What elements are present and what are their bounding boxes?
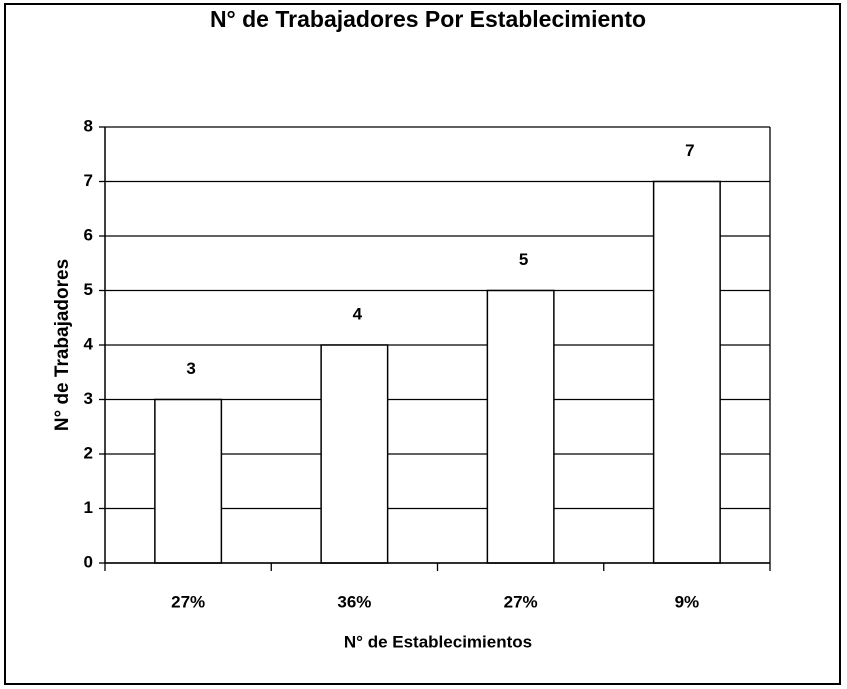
data-label: 3 — [186, 359, 195, 378]
y-tick-label: 7 — [84, 171, 93, 190]
y-tick-label: 2 — [84, 443, 93, 462]
chart-title: N° de Trabajadores Por Establecimiento — [210, 6, 646, 32]
data-label: 7 — [685, 141, 694, 160]
x-tick-label: 27% — [504, 592, 538, 611]
bar — [652, 180, 721, 564]
y-tick-label: 5 — [84, 280, 93, 299]
y-tick-label: 0 — [84, 552, 93, 571]
bar — [320, 344, 389, 564]
x-tick-label: 9% — [675, 592, 700, 611]
x-tick-label: 36% — [337, 592, 371, 611]
bar — [486, 289, 555, 564]
bar — [154, 398, 223, 564]
y-tick-label: 3 — [84, 389, 93, 408]
x-axis-label: N° de Establecimientos — [344, 632, 532, 651]
data-label: 5 — [519, 250, 528, 269]
y-tick-label: 6 — [84, 225, 93, 244]
data-label: 4 — [353, 304, 363, 323]
x-tick-label: 27% — [171, 592, 205, 611]
y-tick-label: 1 — [84, 498, 93, 517]
y-axis-label: N° de Trabajadores — [52, 259, 73, 431]
y-tick-label: 4 — [84, 334, 94, 353]
y-tick-label: 8 — [84, 116, 93, 135]
